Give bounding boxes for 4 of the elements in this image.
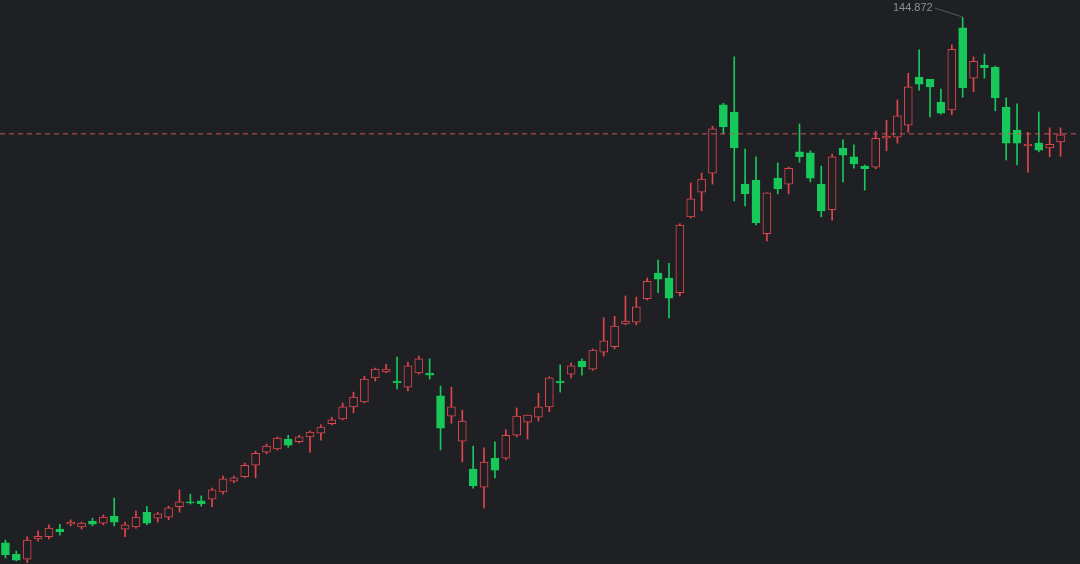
candlestick [1034, 111, 1044, 153]
candlestick [729, 56, 739, 202]
text: 144.872 [892, 1, 933, 14]
candlestick [109, 497, 119, 527]
